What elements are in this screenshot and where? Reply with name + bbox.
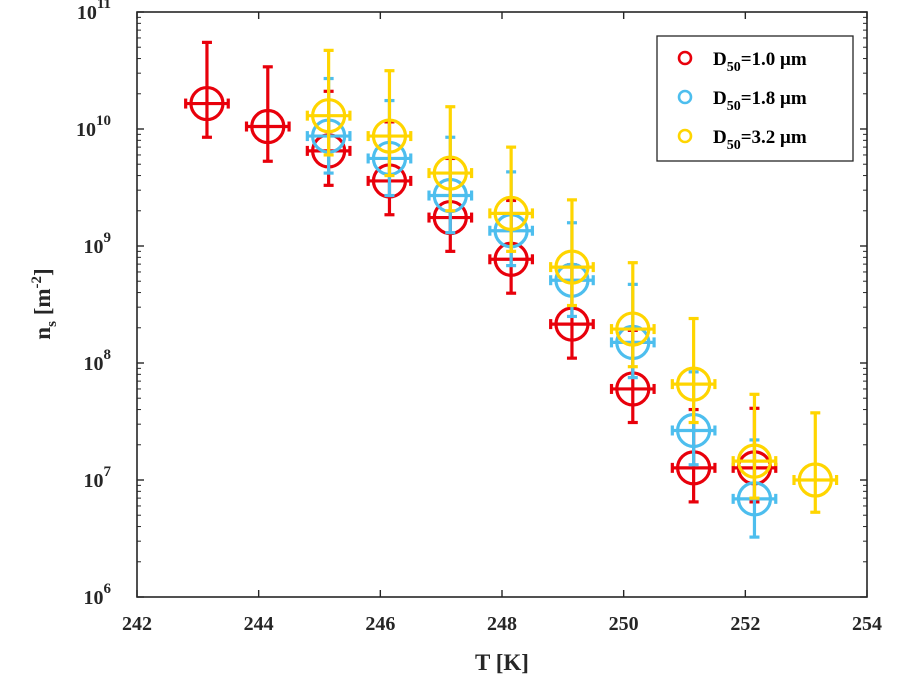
data-point bbox=[731, 392, 778, 500]
y-axis-label-sub: s bbox=[44, 321, 60, 327]
legend: D50=1.0 μm D50=1.8 μm D50=3.2 μm bbox=[656, 35, 854, 162]
y-tick-label: 107 bbox=[84, 464, 112, 492]
data-point bbox=[792, 411, 839, 514]
series-3 bbox=[305, 48, 839, 514]
data-point bbox=[609, 261, 656, 369]
legend-label: D50=3.2 μm bbox=[713, 127, 807, 153]
data-marker bbox=[189, 85, 225, 122]
legend-marker bbox=[677, 50, 693, 66]
y-axis-label: ns [m-2] bbox=[29, 268, 60, 339]
y-tick-label: 109 bbox=[84, 230, 112, 258]
x-tick-label: 252 bbox=[730, 613, 760, 635]
data-marker bbox=[311, 98, 347, 134]
y-tick-label: 108 bbox=[84, 347, 112, 375]
y-tick-label: 1010 bbox=[76, 113, 111, 141]
data-point bbox=[488, 145, 535, 253]
data-point bbox=[366, 69, 413, 178]
data-marker bbox=[432, 155, 468, 191]
legend-marker bbox=[677, 89, 693, 105]
data-point bbox=[184, 40, 230, 139]
data-marker bbox=[797, 462, 833, 498]
x-tick-label: 254 bbox=[852, 613, 882, 635]
data-point bbox=[549, 198, 595, 308]
data-point bbox=[305, 48, 352, 157]
y-axis: 106 107 108 109 1010 1011 bbox=[76, 0, 867, 609]
data-marks bbox=[184, 40, 839, 539]
y-axis-label-unit-exp: -2 bbox=[29, 276, 45, 289]
data-point bbox=[670, 316, 717, 425]
legend-label: D50=1.0 μm bbox=[713, 49, 807, 75]
y-tick-label: 106 bbox=[84, 581, 112, 609]
y-axis-label-unit-close: ] bbox=[30, 268, 55, 276]
y-axis-label-unit: [m bbox=[30, 288, 55, 321]
data-marker bbox=[736, 443, 773, 479]
legend-marker bbox=[677, 128, 693, 144]
data-point bbox=[244, 65, 291, 163]
x-axis: 242 244 246 248 250 252 254 bbox=[122, 12, 882, 635]
y-tick-label: 1011 bbox=[77, 0, 111, 24]
x-tick-label: 244 bbox=[244, 613, 274, 635]
x-tick-label: 246 bbox=[365, 613, 395, 635]
x-tick-label: 248 bbox=[487, 613, 517, 635]
y-axis-label-base: n bbox=[30, 327, 55, 340]
data-marker bbox=[676, 366, 712, 402]
x-axis-label: T [K] bbox=[475, 650, 529, 675]
x-tick-label: 250 bbox=[609, 613, 639, 635]
x-tick-label: 242 bbox=[122, 613, 152, 635]
data-marker bbox=[250, 108, 286, 145]
legend-label: D50=1.8 μm bbox=[713, 88, 807, 114]
data-point bbox=[427, 105, 474, 213]
data-marker bbox=[615, 311, 651, 347]
data-marker bbox=[554, 249, 590, 285]
data-marker bbox=[371, 118, 408, 154]
data-marker bbox=[493, 195, 529, 231]
